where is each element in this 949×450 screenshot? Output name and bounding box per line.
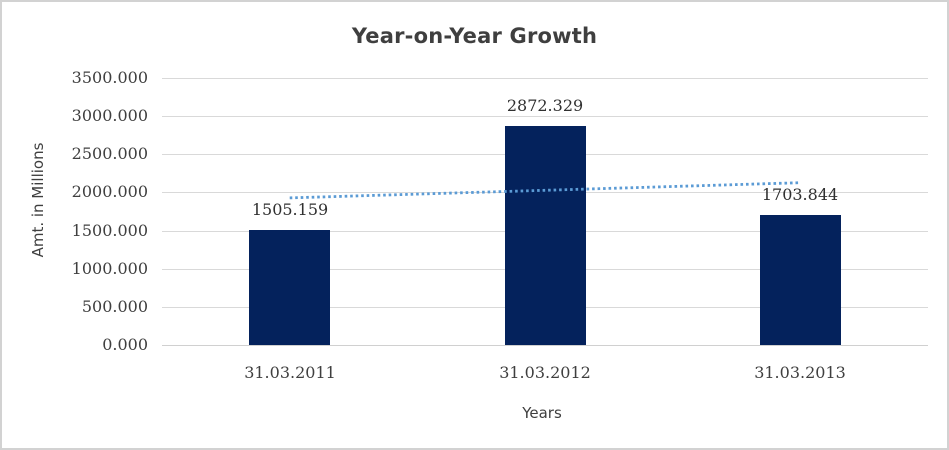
gridline [162,116,928,117]
bar-value-label: 1505.159 [251,200,329,219]
y-tick-label: 3500.000 [71,68,148,87]
y-tick-label: 2500.000 [71,144,148,163]
gridline [162,78,928,79]
bar-value-label: 2872.329 [506,96,584,115]
y-tick-label: 1000.000 [71,259,148,278]
x-axis-title: Years [522,404,562,422]
x-category-label: 31.03.2012 [499,363,591,382]
y-tick-label: 3000.000 [71,106,148,125]
chart-title: Year-on-Year Growth [351,24,598,48]
y-tick-label: 0.000 [102,335,148,354]
x-category-label: 31.03.2011 [244,363,336,382]
y-tick-label: 1500.000 [71,221,148,240]
y-tick-label: 500.000 [81,297,148,316]
bar-31.03.2012 [505,126,586,345]
y-tick-label: 2000.000 [71,182,148,201]
bar-31.03.2011 [249,230,330,345]
bar-value-label: 1703.844 [761,185,839,204]
bar-31.03.2013 [760,215,841,345]
x-category-label: 31.03.2013 [754,363,846,382]
gridline [162,345,928,346]
